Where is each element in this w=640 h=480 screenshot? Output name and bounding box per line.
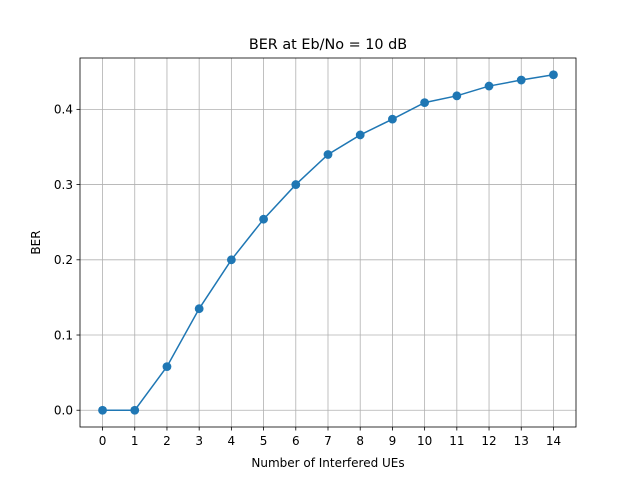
x-tick-label: 14 (546, 434, 561, 448)
data-point (388, 114, 397, 124)
data-point (516, 75, 526, 85)
data-point (259, 214, 268, 224)
series-layer (98, 70, 558, 415)
x-tick-label: 12 (481, 434, 496, 448)
y-axis-label: BER (29, 230, 43, 254)
data-point (130, 405, 140, 415)
data-point (452, 91, 462, 101)
y-tick-label: 0.3 (54, 178, 73, 192)
y-tick-label: 0.0 (54, 404, 73, 418)
x-tick-label: 13 (514, 434, 529, 448)
data-point (226, 255, 236, 265)
axis-ticks: 0 1 2 3 4 5 6 7 8 9 10 11 12 13 140.00.10.20.30.4 (54, 103, 561, 448)
x-tick-label: 5 (260, 434, 268, 448)
data-point (98, 405, 107, 415)
x-tick-label: 11 (449, 434, 464, 448)
chart-title: BER at Eb/No = 10 dB (249, 37, 407, 53)
x-tick-label: 1 (131, 434, 139, 448)
grid-lines (80, 58, 576, 427)
data-point (194, 304, 204, 314)
y-tick-label: 0.2 (54, 253, 73, 267)
data-point (162, 362, 172, 372)
x-tick-label: 10 (417, 434, 432, 448)
x-tick-label: 4 (228, 434, 236, 448)
data-point (291, 180, 301, 189)
x-tick-label: 3 (195, 434, 203, 448)
x-tick-label: 6 (292, 434, 300, 448)
data-point (323, 150, 333, 159)
x-axis-label: Number of Interfered UEs (251, 456, 404, 470)
x-tick-label: 7 (324, 434, 332, 448)
y-tick-label: 0.1 (54, 328, 73, 342)
data-point (484, 81, 494, 91)
x-tick-label: 8 (356, 434, 364, 448)
data-point (420, 98, 430, 108)
data-point (549, 70, 558, 80)
data-point (355, 130, 365, 140)
x-tick-label: 9 (389, 434, 397, 448)
x-tick-label: 2 (163, 434, 171, 448)
y-tick-label: 0.4 (54, 103, 73, 117)
x-tick-label: 0 (99, 434, 107, 448)
